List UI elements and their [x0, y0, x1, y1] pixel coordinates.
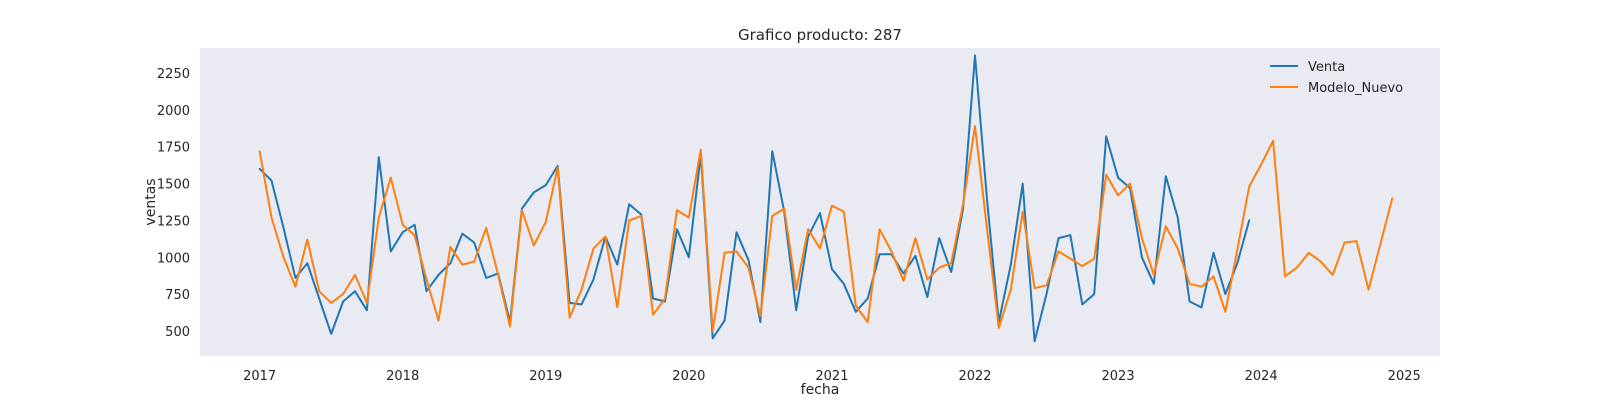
legend: Venta Modelo_Nuevo [1270, 60, 1403, 96]
x-tick-label: 2022 [958, 369, 991, 384]
x-tick-label: 2021 [815, 369, 848, 384]
x-tick-label: 2025 [1388, 369, 1421, 384]
y-tick-label: 1500 [157, 178, 190, 193]
y-tick-label: 1750 [157, 141, 190, 156]
y-tick-label: 750 [165, 288, 190, 303]
y-ticks: 500 750 1000 1250 1500 1750 2000 2250 [157, 67, 190, 340]
y-tick-label: 500 [165, 325, 190, 340]
x-axis-label: fecha [801, 382, 840, 398]
plot-area [200, 48, 1440, 356]
legend-label: Modelo_Nuevo [1308, 81, 1403, 96]
y-tick-label: 2000 [157, 104, 190, 119]
chart-title: Grafico producto: 287 [738, 26, 902, 44]
legend-label: Venta [1308, 60, 1345, 75]
x-ticks: 2017 2018 2019 2020 2021 2022 2023 2024 2025 [243, 369, 1421, 384]
y-tick-label: 2250 [157, 67, 190, 82]
series-lines [258, 54, 1394, 343]
y-tick-label: 1000 [157, 251, 190, 266]
x-tick-label: 2017 [243, 369, 276, 384]
x-tick-label: 2024 [1245, 369, 1278, 384]
series-line-modelo-nuevo [258, 125, 1394, 332]
x-tick-label: 2018 [386, 369, 419, 384]
x-tick-label: 2020 [672, 369, 705, 384]
x-tick-label: 2019 [529, 369, 562, 384]
y-tick-label: 1250 [157, 214, 190, 229]
y-axis-label: ventas [143, 178, 159, 225]
x-tick-label: 2023 [1102, 369, 1135, 384]
